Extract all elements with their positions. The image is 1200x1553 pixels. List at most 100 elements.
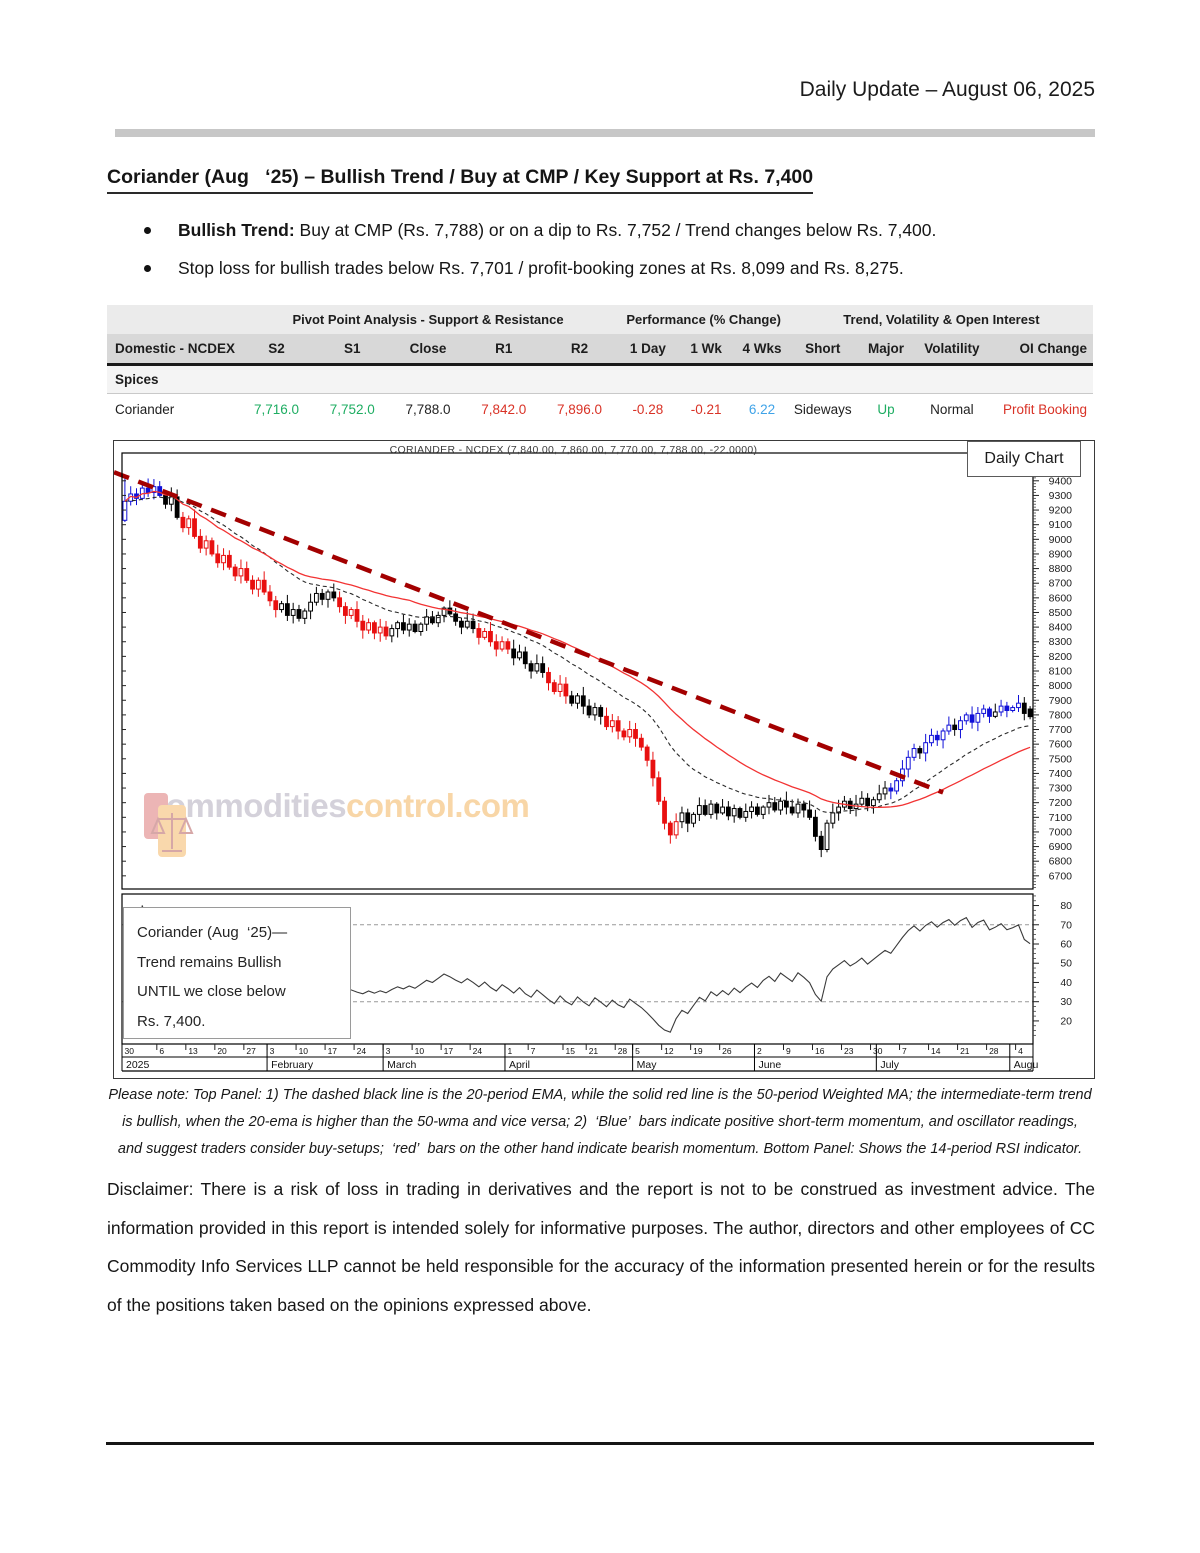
- svg-text:7200: 7200: [1049, 797, 1073, 809]
- svg-text:8600: 8600: [1049, 592, 1073, 604]
- annotation-line: UNTIL we close below: [137, 983, 286, 1000]
- svg-text:26: 26: [722, 1046, 732, 1056]
- bullet-item: Bullish Trend: Buy at CMP (Rs. 7,788) or…: [140, 218, 1100, 242]
- table-column-header: Volatility: [916, 334, 988, 366]
- table-cell: Profit Booking: [987, 393, 1093, 425]
- svg-text:7: 7: [902, 1046, 907, 1056]
- svg-text:April: April: [509, 1059, 530, 1071]
- svg-text:13: 13: [188, 1046, 198, 1056]
- table-column-header: 1 Day: [617, 334, 679, 366]
- svg-text:7000: 7000: [1049, 826, 1073, 838]
- svg-text:July: July: [880, 1059, 899, 1071]
- svg-text:14: 14: [931, 1046, 941, 1056]
- table-cell: Up: [855, 393, 917, 425]
- table-section-label: Spices: [107, 364, 1093, 394]
- pivot-table: Pivot Point Analysis - Support & Resista…: [107, 305, 1093, 425]
- table-row: Coriander 7,716.0 7,752.0 7,788.0 7,842.0 7,8…: [107, 393, 1093, 425]
- svg-text:17: 17: [328, 1046, 338, 1056]
- watermark: commoditiescontrol.com: [142, 789, 530, 857]
- chart-footnote: Please note: Top Panel: 1) The dashed bl…: [100, 1082, 1100, 1163]
- svg-text:9100: 9100: [1049, 519, 1073, 531]
- table-column-header: Domestic - NCDEX: [107, 334, 239, 366]
- svg-text:2025: 2025: [126, 1059, 150, 1071]
- daily-chart-panel: 6700 6800 6900 7000 7100 7200 7300 7400 7500 7600…: [113, 440, 1095, 1079]
- svg-text:30: 30: [873, 1046, 883, 1056]
- svg-text:7400: 7400: [1049, 768, 1073, 780]
- svg-text:12: 12: [664, 1046, 674, 1056]
- daily-chart-label: Daily Chart: [967, 441, 1081, 477]
- svg-text:February: February: [271, 1059, 314, 1071]
- svg-text:19: 19: [693, 1046, 703, 1056]
- svg-text:70: 70: [1060, 919, 1072, 931]
- bullet-dot-icon: [144, 265, 151, 272]
- svg-text:7500: 7500: [1049, 753, 1073, 765]
- table-cell: 6.22: [734, 393, 790, 425]
- svg-text:June: June: [758, 1059, 781, 1071]
- svg-text:8800: 8800: [1049, 563, 1073, 575]
- svg-text:10: 10: [299, 1046, 309, 1056]
- footnote-line: Please note: Top Panel: 1) The dashed bl…: [108, 1087, 1092, 1103]
- table-column-header: R1: [465, 334, 542, 366]
- commoditiescontrol-logo-icon: [144, 793, 194, 857]
- svg-text:3: 3: [386, 1046, 391, 1056]
- svg-text:28: 28: [618, 1046, 628, 1056]
- table-cell: 7,788.0: [390, 393, 466, 425]
- svg-text:7600: 7600: [1049, 739, 1073, 751]
- table-column-header: 1 Wk: [678, 334, 735, 366]
- table-column-header-row: Domestic - NCDEX S2 S1 Close R1 R2 1 Day 1 Wk 4 …: [107, 334, 1093, 366]
- svg-text:Augu: Augu: [1014, 1059, 1039, 1071]
- svg-text:9300: 9300: [1049, 490, 1073, 502]
- svg-text:8000: 8000: [1049, 680, 1073, 692]
- watermark-text: commoditiescontrol.com: [148, 789, 530, 822]
- svg-text:6800: 6800: [1049, 856, 1073, 868]
- commodity-name: Coriander: [107, 393, 239, 425]
- chart-title: CORIANDER - NCDEX (7,840.00, 7,860.00, 7…: [389, 444, 758, 456]
- watermark-part1: commodities: [148, 787, 347, 824]
- svg-text:23: 23: [844, 1046, 854, 1056]
- svg-text:60: 60: [1060, 939, 1072, 951]
- table-group-header: Trend, Volatility & Open Interest: [789, 305, 1093, 334]
- table-group-header: Performance (% Change): [617, 305, 790, 334]
- table-column-header: OI Change: [987, 334, 1093, 366]
- report-heading: Coriander (Aug ‘25) – Bullish Trend / Bu…: [107, 166, 814, 194]
- svg-text:24: 24: [357, 1046, 367, 1056]
- table-group-header: Pivot Point Analysis - Support & Resista…: [238, 305, 618, 334]
- svg-text:2: 2: [757, 1046, 762, 1056]
- svg-text:80: 80: [1060, 900, 1072, 912]
- footnote-line: and suggest traders consider buy-setups;…: [117, 1141, 1083, 1157]
- table-cell: 7,896.0: [541, 393, 618, 425]
- table-column-header: 4 Wks: [734, 334, 790, 366]
- svg-text:May: May: [637, 1059, 658, 1071]
- table-column-header: S2: [238, 334, 315, 366]
- svg-text:9400: 9400: [1049, 475, 1073, 487]
- svg-text:1: 1: [507, 1046, 512, 1056]
- table-group-header-row: Pivot Point Analysis - Support & Resista…: [107, 305, 1093, 334]
- table-group-header: [107, 305, 239, 334]
- svg-text:21: 21: [960, 1046, 970, 1056]
- disclaimer-text: Disclaimer: There is a risk of loss in t…: [107, 1179, 1095, 1315]
- svg-text:6700: 6700: [1049, 870, 1073, 882]
- table-column-header: Close: [390, 334, 466, 366]
- svg-text:20: 20: [217, 1046, 227, 1056]
- svg-text:7300: 7300: [1049, 783, 1073, 795]
- svg-text:7100: 7100: [1049, 812, 1073, 824]
- annotation-line: Coriander (Aug ‘25)—: [137, 924, 288, 941]
- svg-text:30: 30: [125, 1046, 135, 1056]
- annotation-line: Rs. 7,400.: [137, 1012, 206, 1030]
- svg-text:10: 10: [415, 1046, 425, 1056]
- svg-text:50: 50: [1060, 958, 1072, 970]
- footnote-line: is bullish, when the 20-ema is higher th…: [122, 1114, 1078, 1130]
- header-divider-bar: [115, 129, 1095, 137]
- table-column-header: Short: [789, 334, 856, 366]
- svg-text:March: March: [387, 1059, 416, 1071]
- chart-annotation-box: Coriander (Aug ‘25)— Trend remains Bulli…: [123, 907, 351, 1039]
- svg-text:3: 3: [270, 1046, 275, 1056]
- page-title: Daily Update – August 06, 2025: [799, 78, 1095, 101]
- svg-text:16: 16: [815, 1046, 825, 1056]
- svg-text:6: 6: [159, 1046, 164, 1056]
- svg-text:24: 24: [473, 1046, 483, 1056]
- svg-text:40: 40: [1060, 977, 1072, 989]
- table-column-header: Major: [855, 334, 917, 366]
- table-cell: Sideways: [789, 393, 856, 425]
- svg-text:20: 20: [1060, 1015, 1072, 1027]
